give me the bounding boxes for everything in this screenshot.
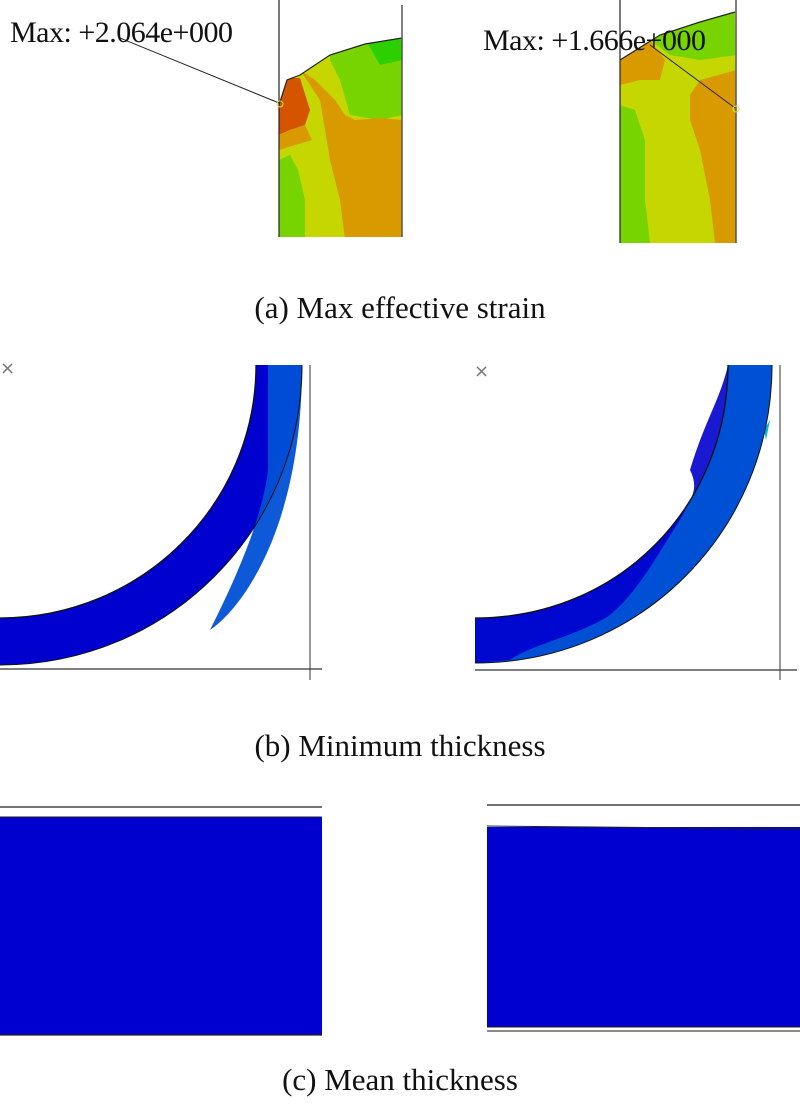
origin-marker-left: ×: [0, 358, 16, 379]
mean-thickness-right: [486, 804, 800, 1032]
caption-b: (b) Minimum thickness: [254, 728, 546, 763]
max-strain-label-right: Max: +1.666e+000: [483, 24, 706, 57]
strain-contour-right: [619, 0, 740, 243]
caption-c: (c) Mean thickness: [282, 1062, 518, 1097]
thickness-arc-right: [474, 364, 797, 680]
max-strain-label-left: Max: +2.064e+000: [10, 16, 233, 49]
caption-a: (a) Max effective strain: [254, 290, 546, 325]
thickness-arc-left: [0, 364, 322, 680]
mean-thickness-left: [0, 806, 322, 1036]
origin-marker-right: ×: [474, 361, 490, 382]
